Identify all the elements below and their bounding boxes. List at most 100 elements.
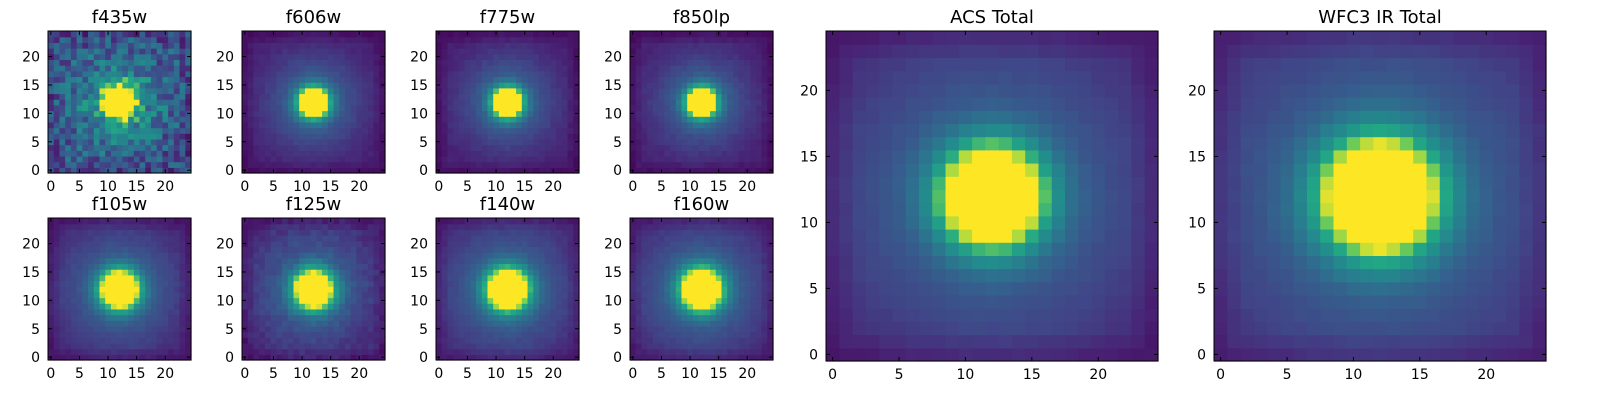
heatmap-cell bbox=[362, 342, 369, 350]
heatmap-cell bbox=[327, 110, 335, 117]
heatmap-cell bbox=[322, 331, 329, 338]
heatmap-cell bbox=[88, 274, 95, 282]
heatmap-cell bbox=[82, 291, 89, 299]
heatmap-cell bbox=[681, 99, 688, 106]
heatmap-cell bbox=[516, 53, 523, 60]
heatmap-cell bbox=[350, 82, 357, 89]
heatmap-cell bbox=[647, 269, 654, 276]
heatmap-cell bbox=[99, 263, 106, 270]
heatmap-cell bbox=[458, 48, 466, 55]
heatmap-cell bbox=[379, 93, 386, 100]
heatmap-cell bbox=[641, 314, 648, 321]
heatmap-cell bbox=[116, 218, 123, 225]
heatmap-cell bbox=[344, 155, 352, 163]
heatmap-cell bbox=[59, 82, 66, 89]
heatmap-cell bbox=[687, 320, 694, 327]
heatmap-cell bbox=[179, 246, 186, 253]
heatmap-cell bbox=[156, 314, 163, 321]
heatmap-cell bbox=[658, 138, 665, 146]
heatmap-cell bbox=[464, 36, 471, 43]
heatmap-cell bbox=[128, 161, 135, 168]
heatmap-cell bbox=[692, 104, 700, 112]
heatmap-cell bbox=[133, 314, 141, 321]
heatmap-cell bbox=[692, 138, 700, 146]
heatmap-cell bbox=[310, 269, 317, 276]
heatmap-cell bbox=[373, 53, 380, 60]
heatmap-cell bbox=[744, 325, 751, 333]
heatmap-cell bbox=[270, 36, 277, 43]
heatmap-cell bbox=[53, 31, 61, 38]
heatmap-cell bbox=[538, 297, 546, 304]
heatmap-cell bbox=[567, 138, 574, 146]
heatmap-cell bbox=[453, 297, 460, 304]
heatmap-cell bbox=[362, 229, 369, 236]
heatmap-cell bbox=[339, 331, 346, 338]
heatmap-cell bbox=[344, 48, 352, 55]
heatmap-cell bbox=[116, 99, 123, 106]
heatmap-cell bbox=[168, 235, 175, 242]
heatmap-cell bbox=[316, 240, 323, 247]
heatmap-cell bbox=[464, 70, 471, 78]
heatmap-cell bbox=[767, 76, 774, 83]
heatmap-cell bbox=[533, 337, 540, 344]
heatmap-cell bbox=[544, 116, 551, 123]
heatmap-cell bbox=[698, 87, 705, 95]
heatmap-cell bbox=[150, 218, 158, 225]
heatmap-cell bbox=[458, 161, 466, 168]
heatmap-cell bbox=[550, 269, 557, 276]
heatmap-cell bbox=[316, 314, 323, 321]
heatmap-cell bbox=[70, 48, 78, 55]
heatmap-cell bbox=[139, 252, 146, 259]
heatmap-cell bbox=[128, 150, 135, 157]
heatmap-cell bbox=[344, 167, 352, 174]
heatmap-cell bbox=[156, 167, 163, 174]
heatmap-cell bbox=[544, 252, 551, 259]
heatmap-cell bbox=[487, 240, 494, 247]
heatmap-cell bbox=[48, 104, 55, 112]
heatmap-cell bbox=[635, 87, 643, 95]
heatmap-cell bbox=[247, 269, 255, 276]
heatmap-cell bbox=[173, 48, 181, 55]
heatmap-cell bbox=[510, 263, 517, 270]
heatmap-cell bbox=[270, 252, 277, 259]
heatmap-cell bbox=[242, 48, 249, 55]
panel-title: f105w bbox=[92, 194, 147, 215]
heatmap-cell bbox=[721, 320, 728, 327]
heatmap-cell bbox=[487, 274, 494, 282]
heatmap-cell bbox=[744, 70, 751, 78]
heatmap-cell bbox=[755, 110, 763, 117]
heatmap-cell bbox=[458, 116, 466, 123]
heatmap-cell bbox=[493, 348, 500, 355]
heatmap-cell bbox=[173, 240, 181, 247]
heatmap-cell bbox=[493, 48, 500, 55]
heatmap-cell bbox=[128, 257, 135, 265]
heatmap-cell bbox=[110, 133, 118, 140]
heatmap-cell bbox=[436, 121, 443, 129]
heatmap-cell bbox=[145, 155, 152, 163]
heatmap-cell bbox=[458, 342, 466, 350]
heatmap-cell bbox=[185, 121, 192, 129]
heatmap-cell bbox=[322, 354, 329, 361]
heatmap-cell bbox=[721, 167, 728, 174]
heatmap-cell bbox=[322, 291, 329, 299]
heatmap-cell bbox=[322, 36, 329, 43]
heatmap-cell bbox=[498, 65, 506, 72]
heatmap-cell bbox=[750, 167, 757, 174]
heatmap-cell bbox=[755, 331, 763, 338]
heatmap-cell bbox=[293, 93, 300, 100]
y-tick-label: 10 bbox=[216, 106, 234, 122]
heatmap-cell bbox=[755, 150, 763, 157]
heatmap-cell bbox=[105, 82, 112, 89]
heatmap-cell bbox=[299, 274, 306, 282]
heatmap-cell bbox=[510, 269, 517, 276]
heatmap-cell bbox=[287, 82, 295, 89]
heatmap-cell bbox=[544, 246, 551, 253]
heatmap-cell bbox=[322, 70, 329, 78]
heatmap-cell bbox=[521, 59, 529, 66]
heatmap-cell bbox=[185, 274, 192, 282]
heatmap-cell bbox=[179, 99, 186, 106]
heatmap-cell bbox=[487, 161, 494, 168]
heatmap-cell bbox=[538, 110, 546, 117]
heatmap-cell bbox=[715, 161, 723, 168]
heatmap-cell bbox=[755, 53, 763, 60]
